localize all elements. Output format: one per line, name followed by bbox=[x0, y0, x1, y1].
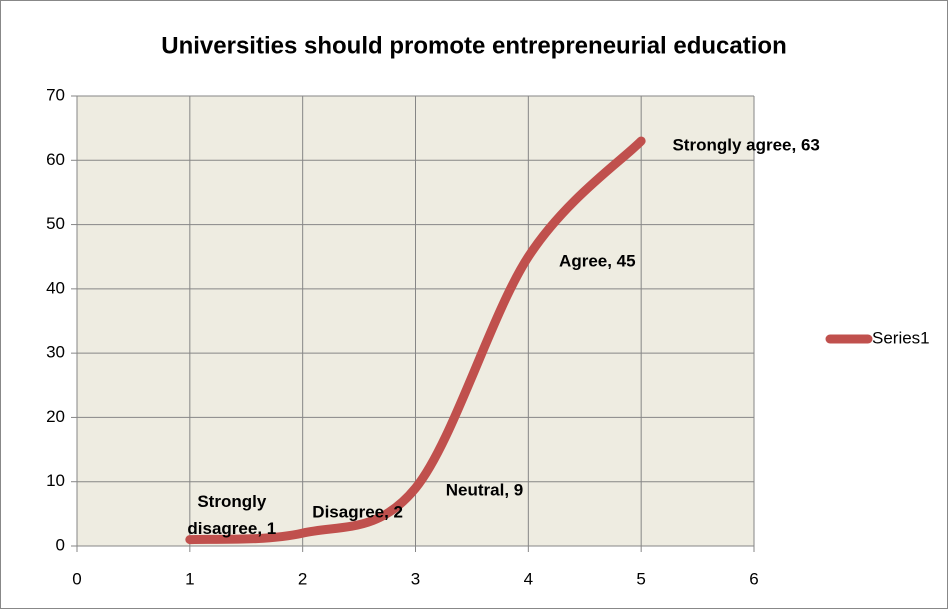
x-tick-label: 5 bbox=[636, 569, 645, 588]
x-tick-label: 4 bbox=[524, 569, 533, 588]
y-tick-label: 10 bbox=[46, 471, 65, 490]
x-tick-label: 0 bbox=[72, 569, 81, 588]
y-tick-label: 20 bbox=[46, 407, 65, 426]
x-tick-label: 3 bbox=[411, 569, 420, 588]
legend-label: Series1 bbox=[872, 328, 930, 347]
chart-title: Universities should promote entrepreneur… bbox=[161, 32, 786, 59]
x-tick-label: 6 bbox=[749, 569, 758, 588]
y-tick-label: 60 bbox=[46, 150, 65, 169]
x-tick-label: 1 bbox=[185, 569, 194, 588]
series-line bbox=[185, 136, 646, 545]
y-tick-label: 40 bbox=[46, 278, 65, 297]
data-label: Neutral, 9 bbox=[445, 480, 524, 500]
y-tick-label: 70 bbox=[46, 85, 65, 104]
data-label: Strongly agree, 63 bbox=[672, 135, 820, 155]
y-tick-label: 50 bbox=[46, 214, 65, 233]
y-tick-label: 30 bbox=[46, 343, 65, 362]
data-label: Disagree, 2 bbox=[312, 502, 404, 522]
data-label: Strongly disagree, 1 bbox=[187, 491, 277, 538]
y-tick-label: 0 bbox=[56, 535, 65, 554]
x-tick-label: 2 bbox=[298, 569, 307, 588]
data-label: Agree, 45 bbox=[559, 251, 636, 271]
